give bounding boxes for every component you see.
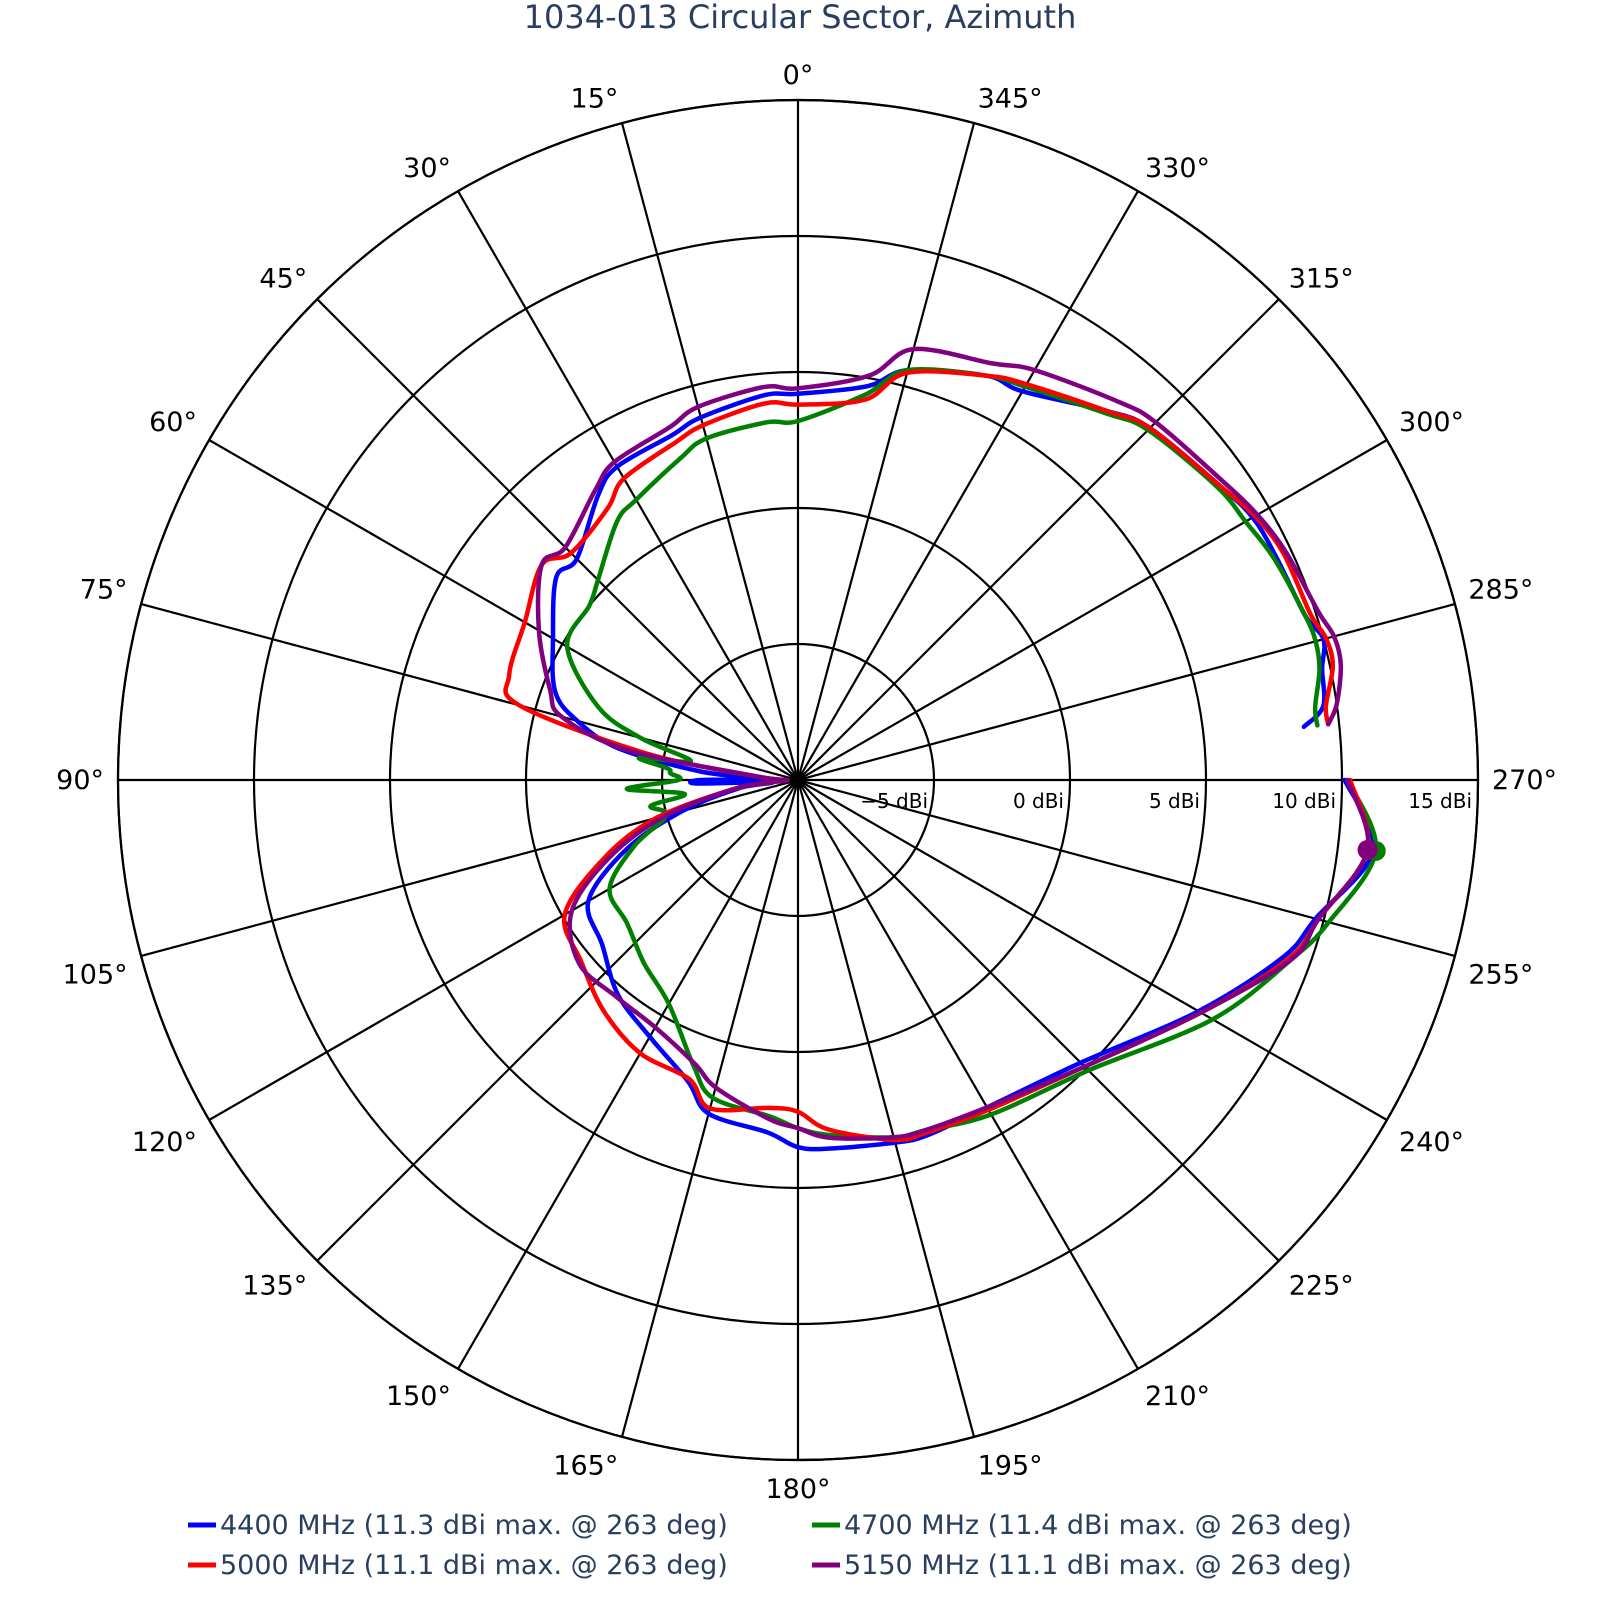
- angular-tick-label: 270°: [1492, 765, 1557, 796]
- angular-tick-label: 30°: [403, 153, 451, 184]
- angular-gridline: [140, 778, 799, 958]
- radial-tick-label: 0 dBi: [1013, 789, 1064, 813]
- legend-item[interactable]: 5000 MHz (11.1 dBi max. @ 263 deg): [188, 1550, 728, 1581]
- legend-item[interactable]: 5150 MHz (11.1 dBi max. @ 263 deg): [812, 1550, 1352, 1581]
- angular-tick-label: 240°: [1399, 1127, 1464, 1158]
- angular-gridline: [316, 779, 799, 1262]
- angular-tick-label: 15°: [571, 84, 619, 115]
- angular-tick-label: 285°: [1468, 574, 1533, 605]
- radial-gridline: [252, 234, 1344, 1326]
- angular-gridline: [316, 298, 799, 781]
- legend-label: 4700 MHz (11.4 dBi max. @ 263 deg): [844, 1510, 1352, 1541]
- angular-tick-label: 45°: [259, 263, 307, 294]
- angular-tick-label: 120°: [132, 1127, 197, 1158]
- angular-tick-label: 315°: [1289, 263, 1354, 294]
- angular-gridline: [797, 779, 1388, 1121]
- angular-tick-label: 180°: [765, 1474, 830, 1505]
- angular-gridline: [797, 778, 1456, 958]
- angular-axis-labels: 0° 15° 30° 45° 60° 75° 90° 105° 120° 135° 150° 165°…: [56, 60, 1557, 1505]
- angular-tick-label: 330°: [1145, 153, 1210, 184]
- angular-gridline: [208, 439, 799, 781]
- angular-tick-label: 165°: [553, 1450, 618, 1481]
- angular-gridline: [457, 779, 799, 1370]
- radial-gridline: [524, 506, 1072, 1054]
- radial-tick-label: 10 dBi: [1272, 789, 1336, 813]
- radial-gridline: [388, 370, 1208, 1190]
- angular-gridline: [797, 439, 1388, 781]
- polar-grid: [116, 98, 1480, 1462]
- angular-gridline: [208, 779, 799, 1121]
- legend-item[interactable]: 4700 MHz (11.4 dBi max. @ 263 deg): [812, 1510, 1352, 1541]
- angular-gridline: [796, 122, 976, 781]
- radial-tick-label: −5 dBi: [860, 789, 928, 813]
- angular-tick-label: 210°: [1145, 1381, 1210, 1412]
- angular-tick-label: 90°: [56, 765, 104, 796]
- legend-label: 5150 MHz (11.1 dBi max. @ 263 deg): [844, 1550, 1352, 1581]
- outer-ring: [116, 98, 1480, 1462]
- legend-item[interactable]: 4400 MHz (11.3 dBi max. @ 263 deg): [188, 1510, 728, 1541]
- angular-gridline: [457, 190, 799, 781]
- plot-traces: [503, 346, 1386, 1152]
- angular-gridline: [797, 779, 1139, 1370]
- angular-tick-label: 60°: [149, 407, 197, 438]
- angular-gridline: [796, 779, 976, 1438]
- legend: 4400 MHz (11.3 dBi max. @ 263 deg) 4700 M…: [188, 1510, 1352, 1581]
- radial-tick-label: 5 dBi: [1149, 789, 1200, 813]
- max-marker[interactable]: [1357, 839, 1378, 860]
- angular-tick-label: 135°: [242, 1271, 307, 1302]
- angular-tick-label: 75°: [80, 574, 128, 605]
- angular-gridline: [620, 122, 800, 781]
- angular-tick-label: 225°: [1289, 1271, 1354, 1302]
- legend-label: 5000 MHz (11.1 dBi max. @ 263 deg): [220, 1550, 728, 1581]
- legend-label: 4400 MHz (11.3 dBi max. @ 263 deg): [220, 1510, 728, 1541]
- radial-axis-labels: −5 dBi 0 dBi 5 dBi 10 dBi 15 dBi: [860, 789, 1472, 813]
- angular-gridline: [797, 602, 1456, 782]
- angular-tick-label: 150°: [386, 1381, 451, 1412]
- angular-tick-label: 0°: [783, 60, 814, 91]
- angular-tick-label: 255°: [1468, 960, 1533, 991]
- angular-tick-label: 300°: [1399, 407, 1464, 438]
- chart-title: 1034-013 Circular Sector, Azimuth: [524, 0, 1077, 36]
- angular-tick-label: 195°: [978, 1450, 1043, 1481]
- angular-gridline: [797, 190, 1139, 781]
- angular-tick-label: 105°: [63, 960, 128, 991]
- angular-gridline: [797, 779, 1280, 1262]
- angular-tick-label: 345°: [978, 84, 1043, 115]
- trace-5150-mhz[interactable]: [535, 346, 1371, 1141]
- angular-gridline: [797, 298, 1280, 781]
- angular-gridline: [140, 602, 799, 782]
- radial-gridline: [660, 642, 936, 918]
- radial-tick-label: 15 dBi: [1408, 789, 1472, 813]
